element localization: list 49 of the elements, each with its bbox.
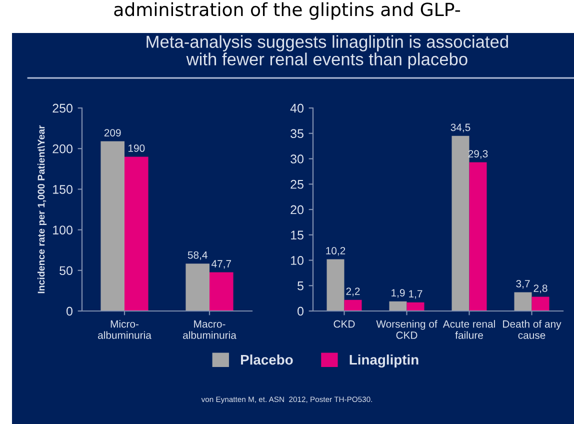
data-label: 190 — [128, 144, 145, 152]
x-tick-label: Worsening of CKD — [376, 320, 438, 339]
data-label: 34,5 — [450, 124, 470, 132]
bar — [326, 259, 344, 311]
legend-label: Placebo — [241, 354, 293, 365]
y-tick-label: 100 — [53, 226, 72, 234]
text: Meta-analysis suggests linagliptin is associated with fewer renal events than placebo — [146, 35, 508, 69]
y-tick-label: 150 — [53, 185, 72, 194]
text: administration of the gliptins and GLP- — [114, 2, 460, 20]
data-label: 1,9 — [392, 289, 405, 298]
y-tick-label: 40 — [290, 104, 304, 113]
y-tick-label: 0 — [298, 306, 304, 316]
y-tick-label: 5 — [298, 282, 304, 290]
y-axis-title: Incidence rate per 1,000 Patient\Year — [37, 125, 47, 294]
y-tick-label: 50 — [60, 266, 72, 276]
data-label: 1,7 — [409, 290, 422, 299]
bar — [124, 156, 148, 311]
y-tick-label: 0 — [66, 306, 72, 316]
y-tick-label: 250 — [52, 104, 72, 113]
bar — [452, 136, 470, 311]
data-label: 47,7 — [212, 260, 232, 269]
x-tick-label: Micro- albuminuria — [98, 320, 152, 339]
x-tick-label: Death of any cause — [503, 320, 562, 339]
bar — [344, 300, 362, 311]
y-tick-label: 35 — [290, 129, 304, 138]
y-tick-label: 30 — [290, 154, 304, 164]
y-tick-label: 20 — [290, 205, 304, 214]
x-tick-label: CKD — [334, 320, 355, 328]
data-label: 2,8 — [534, 284, 548, 294]
y-tick-label: 15 — [291, 230, 304, 240]
y-tick-label: 10 — [291, 256, 304, 265]
x-tick-label: Macro- albuminuria — [183, 320, 236, 339]
bar — [100, 141, 124, 311]
data-label: 10,2 — [326, 247, 346, 256]
legend-label: Linagliptin — [350, 354, 418, 368]
bar — [210, 272, 234, 311]
bar — [406, 302, 424, 311]
bar — [186, 264, 210, 311]
y-tick-label: 200 — [52, 144, 72, 154]
data-label: 58,4 — [188, 251, 208, 260]
y-tick-label: 25 — [290, 180, 304, 189]
data-label: 2,2 — [346, 288, 360, 296]
bar — [389, 301, 407, 311]
x-tick-label: Acute renal failure — [442, 320, 495, 339]
bar — [514, 292, 532, 311]
data-label: 209 — [104, 129, 121, 136]
data-label: 3,7 — [516, 280, 530, 289]
bar — [469, 162, 487, 311]
bar — [532, 296, 550, 311]
